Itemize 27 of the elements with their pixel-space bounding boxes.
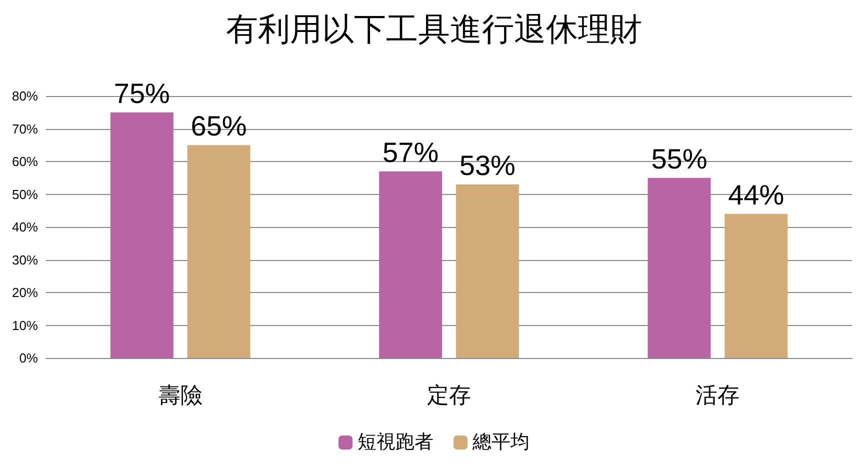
legend-label: 短視跑者 bbox=[358, 432, 434, 453]
data-label: 57% bbox=[382, 136, 439, 168]
y-tick-label: 10% bbox=[12, 318, 38, 333]
y-tick-label: 20% bbox=[12, 285, 38, 300]
y-tick-label: 60% bbox=[12, 154, 38, 169]
x-tick-label: 定存 bbox=[427, 382, 471, 408]
data-label: 44% bbox=[728, 179, 784, 210]
bar bbox=[379, 171, 442, 358]
data-label: 65% bbox=[190, 110, 247, 142]
chart-title: 有利用以下工具進行退休理財 bbox=[226, 11, 642, 47]
y-tick-label: 0% bbox=[19, 350, 38, 366]
y-tick-label: 50% bbox=[12, 186, 38, 202]
bar bbox=[187, 145, 250, 358]
bar bbox=[110, 112, 174, 358]
x-tick-label: 活存 bbox=[696, 382, 740, 408]
y-tick-label: 70% bbox=[12, 121, 38, 136]
data-label: 75% bbox=[114, 78, 170, 109]
bar bbox=[724, 214, 788, 358]
y-tick-label: 40% bbox=[12, 220, 38, 234]
x-tick-label: 壽險 bbox=[158, 382, 202, 408]
data-label: 53% bbox=[459, 150, 516, 181]
legend-label: 總平均 bbox=[472, 432, 530, 453]
bar bbox=[456, 184, 519, 358]
y-tick-label: 80% bbox=[12, 88, 38, 104]
y-tick-label: 30% bbox=[12, 252, 38, 268]
bar bbox=[648, 178, 711, 358]
data-label: 55% bbox=[651, 143, 708, 174]
